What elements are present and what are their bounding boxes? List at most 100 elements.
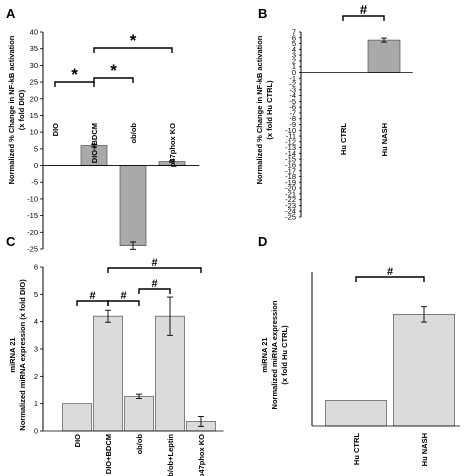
y-tick-label: -19 [285,178,296,187]
significance-label: # [387,266,393,278]
y-tick-label: 6 [34,263,38,272]
y-axis-title: Normalized miRNA expression (x fold DIO) [18,279,27,431]
y-tick-label: 3 [292,51,296,60]
y-tick-label: 2 [34,372,38,381]
y-tick-label: -16 [285,160,296,169]
bar [393,314,455,427]
y-tick-label: -14 [285,149,296,158]
y-axis-title: miRNA 21 [8,337,17,372]
category-label: p47phox KO [168,123,177,167]
y-tick-label: 4 [34,317,38,326]
panel-C: C 0 1 2 3 4 5 6 miRNA 21 Normalized miRNA express… [6,234,224,476]
y-axis-title: (x fold Hu CTRL) [265,80,274,140]
category-label: DIO [51,123,60,137]
y-tick-label: 5 [34,144,38,153]
y-axis-title: Normalized % Change in NF-kB activation [7,35,16,184]
y-tick-label: -7 [289,108,296,117]
y-tick-label: 1 [292,62,296,71]
significance-bracket [93,47,173,53]
y-tick-label: 0 [34,161,38,170]
y-tick-label: 10 [30,128,38,137]
y-tick-label: -12 [285,137,296,146]
y-tick-label: 30 [30,61,38,70]
y-tick-label: 7 [292,28,296,37]
y-tick-label: -10 [27,194,38,203]
panel-label: A [6,6,16,21]
significance-bracket [355,276,425,282]
significance-label: # [120,290,126,302]
y-tick-label: -5 [31,178,38,187]
y-tick-label: -25 [27,245,38,254]
y-axis-title: (x fold Hu CTRL) [280,325,289,385]
category-label: ob/ob [135,434,144,455]
y-axis-title: miRNA 21 [260,337,269,372]
y-tick-label: 6 [292,33,296,42]
panel-B: B-25-24-23-22-21-20-19-18-17-16-15-14-13… [255,2,413,222]
y-tick-label: -6 [289,103,296,112]
bar [93,315,123,432]
y-tick-label: -15 [27,211,38,220]
significance-label: # [360,2,368,17]
significance-bracket [54,81,95,87]
y-tick-label: -24 [285,207,296,216]
significance-bracket [107,300,140,306]
y-tick-label: 15 [30,111,38,120]
y-axis-title: (x fold DIO) [17,89,26,130]
y-tick-label: -22 [285,195,296,204]
y-tick-label: -13 [285,143,296,152]
y-tick-label: 4 [292,45,296,54]
category-label: ob/ob+Leptin [166,434,175,476]
y-tick-label: -11 [286,132,296,141]
y-tick-label: 1 [34,399,38,408]
y-tick-label: -10 [285,126,296,135]
y-tick-label: -17 [285,166,296,175]
significance-bracket [342,15,385,21]
bar [367,39,401,73]
y-tick-label: -23 [285,201,296,210]
category-label: DIO+BDCM [104,434,113,474]
category-label: Hu NASH [380,123,389,156]
y-tick-label: 3 [34,345,38,354]
panel-label: B [258,6,267,21]
y-tick-label: 0 [34,427,38,436]
y-tick-label: -20 [27,228,38,237]
y-tick-label: 2 [292,56,296,65]
significance-label: * [130,31,137,50]
y-tick-label: 5 [34,290,38,299]
significance-label: * [71,65,78,84]
y-tick-label: 20 [30,94,38,103]
significance-bracket [107,267,202,273]
bar [62,403,92,432]
category-label: Hu CTRL [339,123,348,155]
category-label: Hu CTRL [352,433,361,465]
y-tick-label: -8 [289,114,296,123]
category-label: Hu NASH [420,433,429,466]
category-label: p47phox KO [197,434,206,476]
significance-label: * [110,61,117,80]
y-tick-label: 35 [30,44,38,53]
y-tick-label: 0 [292,68,296,77]
category-label: DIO [73,434,82,448]
y-tick-label: -2 [289,80,296,89]
y-tick-label: -9 [289,120,296,129]
bar [124,395,154,432]
bar [119,165,147,247]
y-tick-label: -1 [289,74,296,83]
y-tick-label: -3 [289,85,296,94]
category-label: ob/ob [129,123,138,144]
significance-bracket [138,288,171,294]
y-axis-title: Normalized miRNA expression [270,300,279,409]
y-tick-label: -18 [285,172,296,181]
y-tick-label: -15 [285,155,296,164]
y-axis-title: Normalized % Change in NF-kB activation [255,35,264,184]
bar [325,399,387,427]
panel-label: C [6,234,16,249]
significance-label: # [89,290,95,302]
panel-A: A -25 -20 -15 -10 -5 0 5 10 15 20 25 30 35 40 Normalize… [6,6,200,254]
y-tick-label: 5 [292,39,296,48]
y-tick-label: -21 [285,189,296,198]
y-tick-label: 40 [30,28,38,37]
panel-label: D [258,234,267,249]
